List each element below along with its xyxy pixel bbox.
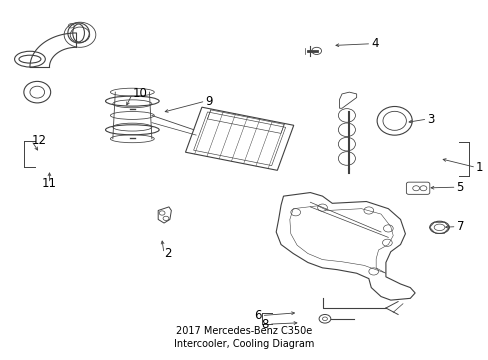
Text: 7: 7	[456, 220, 463, 233]
Text: 5: 5	[456, 181, 463, 194]
Text: 2: 2	[163, 247, 171, 260]
Text: 9: 9	[205, 95, 213, 108]
Text: 2017 Mercedes-Benz C350e
Intercooler, Cooling Diagram: 2017 Mercedes-Benz C350e Intercooler, Co…	[174, 326, 314, 349]
Text: 4: 4	[370, 37, 378, 50]
Text: 10: 10	[132, 87, 147, 100]
Text: 6: 6	[254, 309, 261, 322]
Text: 3: 3	[427, 113, 434, 126]
Text: 1: 1	[475, 161, 483, 174]
Text: 11: 11	[42, 177, 57, 190]
Text: 12: 12	[31, 134, 46, 147]
Text: 8: 8	[261, 318, 268, 331]
